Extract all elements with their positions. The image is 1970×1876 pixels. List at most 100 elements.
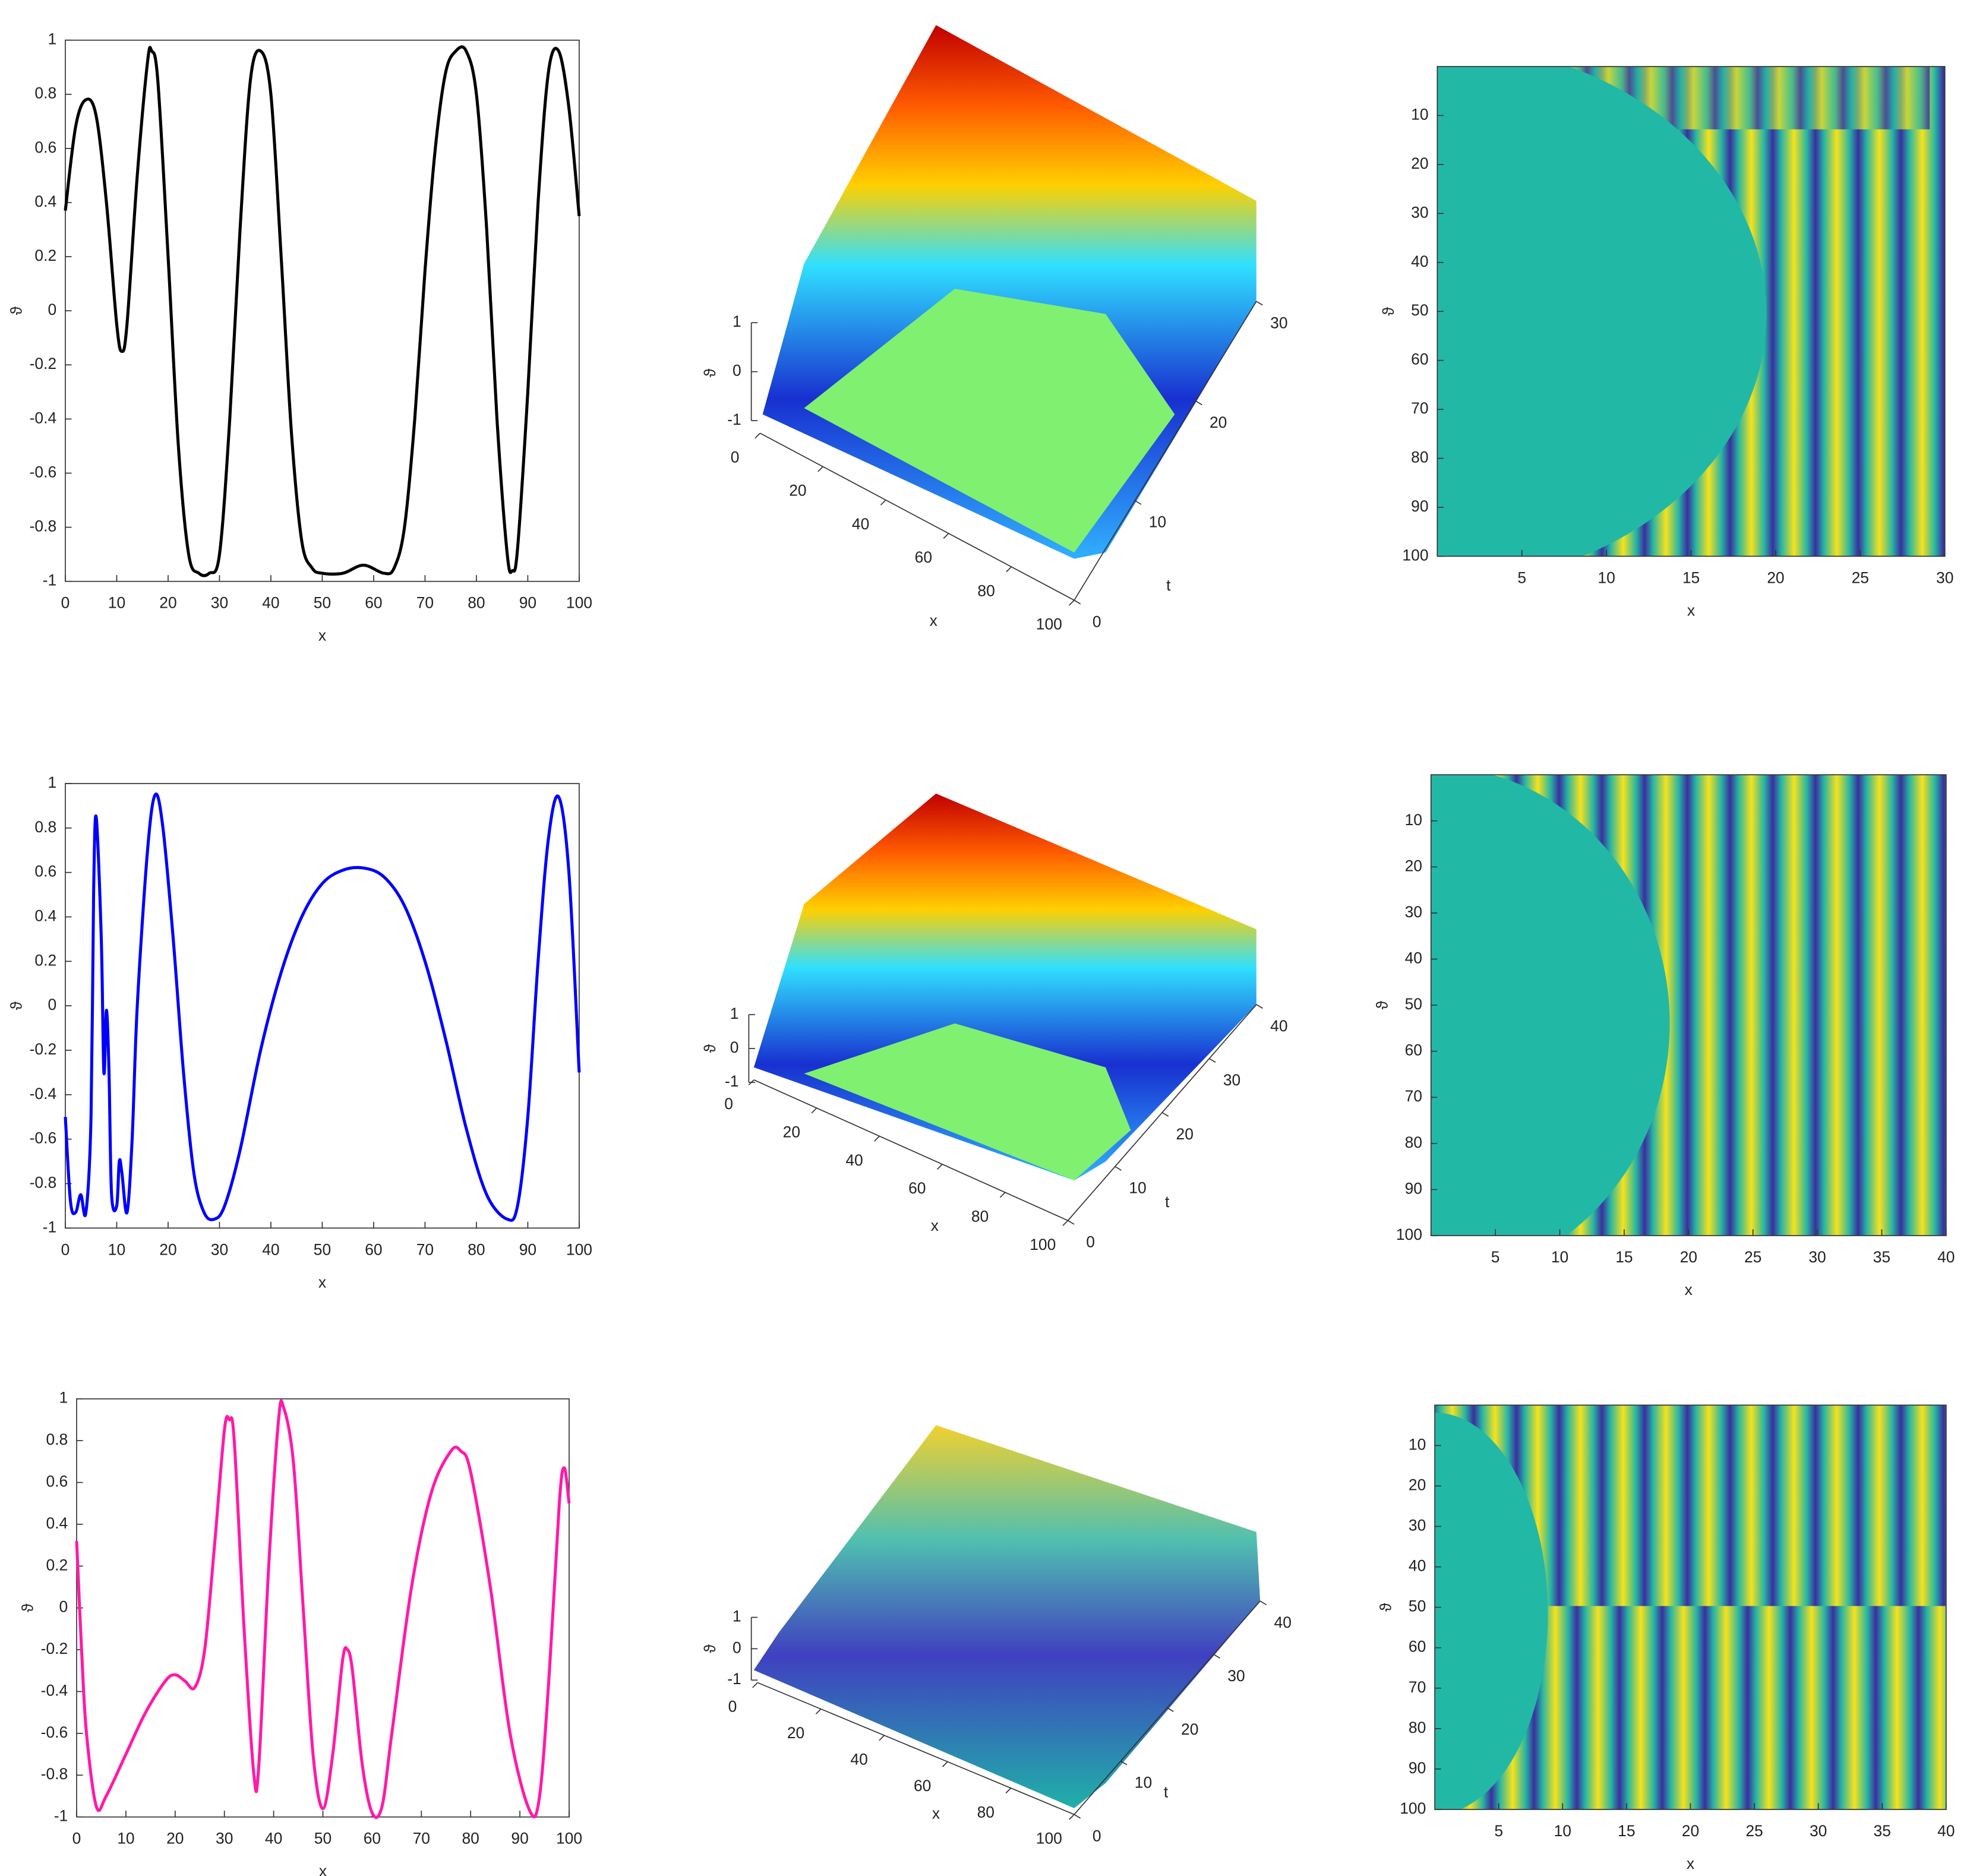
y-tick-label: 30 xyxy=(1223,1071,1240,1089)
x-tick-label: 60 xyxy=(365,594,382,612)
y-tick-label: 100 xyxy=(1400,1799,1426,1817)
y-tick-label: -1 xyxy=(43,571,56,589)
x-tick-label: 100 xyxy=(1036,615,1062,633)
y-axis-label: ϑ xyxy=(1373,1000,1391,1009)
x-tick xyxy=(937,1164,943,1170)
x-tick xyxy=(752,1682,758,1688)
y-axis-label: ϑ xyxy=(8,1001,26,1010)
y-tick-label: 20 xyxy=(1405,857,1422,874)
y-tick-label: 60 xyxy=(1411,350,1428,368)
y-tick-label: 30 xyxy=(1405,903,1422,921)
surface-image xyxy=(753,1425,1261,1808)
x-tick-label: 25 xyxy=(1852,569,1869,586)
y-tick xyxy=(1074,599,1081,605)
y-tick-label: 40 xyxy=(1411,252,1428,270)
y-tick-label: -0.4 xyxy=(30,409,57,427)
x-tick-label: 40 xyxy=(1937,1822,1955,1840)
x-tick-label: 5 xyxy=(1517,569,1526,586)
z-tick-label: -1 xyxy=(727,410,741,428)
y-tick-label: 0.6 xyxy=(46,1473,68,1490)
x-tick-label: 60 xyxy=(365,1240,382,1258)
x-tick-label: 100 xyxy=(556,1830,582,1847)
y-tick-label: 0 xyxy=(1086,1233,1095,1251)
x-tick-label: 70 xyxy=(416,1240,434,1258)
x-axis-label: x xyxy=(930,611,937,629)
x-tick-label: 0 xyxy=(61,594,70,612)
y-tick-label: 70 xyxy=(1405,1087,1422,1105)
x-tick-label: 10 xyxy=(1551,1248,1568,1266)
heatmap-image xyxy=(1431,775,1946,1236)
y-tick-label: -1 xyxy=(54,1807,68,1825)
x-tick-label: 50 xyxy=(314,594,331,612)
y-tick xyxy=(1115,1166,1122,1171)
x-tick xyxy=(1062,1220,1069,1226)
y-tick-label: 0.2 xyxy=(34,951,56,969)
y-tick-label: 20 xyxy=(1181,1720,1198,1738)
x-tick-label: 80 xyxy=(462,1830,479,1847)
y-tick-label: 30 xyxy=(1411,203,1428,221)
x-tick-label: 40 xyxy=(852,515,869,533)
x-tick-label: 20 xyxy=(159,594,176,612)
y-tick-label: 0.4 xyxy=(34,192,56,210)
z-tick-label: 0 xyxy=(733,1638,741,1656)
x-tick-label: 80 xyxy=(977,582,995,599)
y-tick-label: 80 xyxy=(1405,1133,1422,1151)
x-tick-label: 0 xyxy=(728,1698,737,1716)
x-tick xyxy=(1005,1787,1012,1794)
x-tick-label: 100 xyxy=(566,594,592,612)
y-tick-label: 20 xyxy=(1210,413,1227,431)
z-tick-label: -1 xyxy=(727,1670,741,1688)
y-tick-label: 0.8 xyxy=(34,84,56,102)
x-tick-label: 30 xyxy=(1808,1248,1826,1266)
y-tick-label: 50 xyxy=(1411,301,1428,319)
y-tick-label: 40 xyxy=(1270,1017,1287,1035)
x-tick-label: 10 xyxy=(1554,1822,1571,1840)
x-tick-label: 90 xyxy=(511,1830,528,1847)
x-axis-label: x xyxy=(1685,1281,1693,1299)
x-tick-label: 15 xyxy=(1618,1822,1635,1840)
x-tick-label: 80 xyxy=(468,1240,485,1258)
x-tick-label: 25 xyxy=(1745,1822,1763,1840)
x-tick xyxy=(1069,1814,1075,1820)
y-tick-label: 50 xyxy=(1405,995,1422,1013)
x-tick-label: 80 xyxy=(977,1803,995,1821)
x-tick-label: 20 xyxy=(1767,569,1784,586)
x-axis-label: x xyxy=(1687,1855,1694,1872)
x-tick-label: 40 xyxy=(1937,1248,1955,1266)
y-tick-label: 0 xyxy=(48,996,56,1013)
y-axis-label: t xyxy=(1166,576,1171,594)
y-tick-label: 20 xyxy=(1409,1476,1426,1493)
y-tick-label: 0.2 xyxy=(46,1556,68,1574)
x-tick-label: 10 xyxy=(117,1830,134,1847)
y-tick-label: 10 xyxy=(1405,811,1422,829)
x-tick-label: 10 xyxy=(108,594,125,612)
y-tick-label: 70 xyxy=(1409,1678,1426,1696)
x-tick xyxy=(942,1761,948,1767)
y-tick xyxy=(1161,1112,1169,1117)
y-tick-label: 1 xyxy=(48,30,56,48)
y-tick-label: 0.8 xyxy=(46,1430,68,1448)
y-tick xyxy=(1167,1707,1174,1712)
y-tick-label: 60 xyxy=(1405,1041,1422,1059)
x-tick xyxy=(817,466,823,472)
x-tick-label: 50 xyxy=(314,1240,331,1258)
z-tick-label: 1 xyxy=(733,1607,741,1625)
y-tick-label: 40 xyxy=(1274,1613,1292,1631)
y-axis-label: ϑ xyxy=(1377,1603,1395,1612)
y-tick xyxy=(1120,1760,1128,1766)
x-tick xyxy=(815,1708,822,1714)
y-tick-label: 10 xyxy=(1409,1435,1426,1453)
y-tick-label: 10 xyxy=(1149,513,1166,531)
x-tick-label: 90 xyxy=(519,1240,536,1258)
x-axis-label: x xyxy=(1687,601,1695,619)
y-tick xyxy=(1134,500,1142,505)
y-tick xyxy=(1209,1058,1216,1063)
y-tick-label: -0.8 xyxy=(30,1173,57,1191)
x-tick-label: 25 xyxy=(1744,1248,1761,1266)
x-tick xyxy=(874,1135,880,1142)
y-tick-label: 0 xyxy=(1093,612,1101,630)
data-line xyxy=(64,792,581,1222)
x-tick-label: 20 xyxy=(166,1830,184,1847)
heatmap-image xyxy=(1435,1405,1946,1809)
